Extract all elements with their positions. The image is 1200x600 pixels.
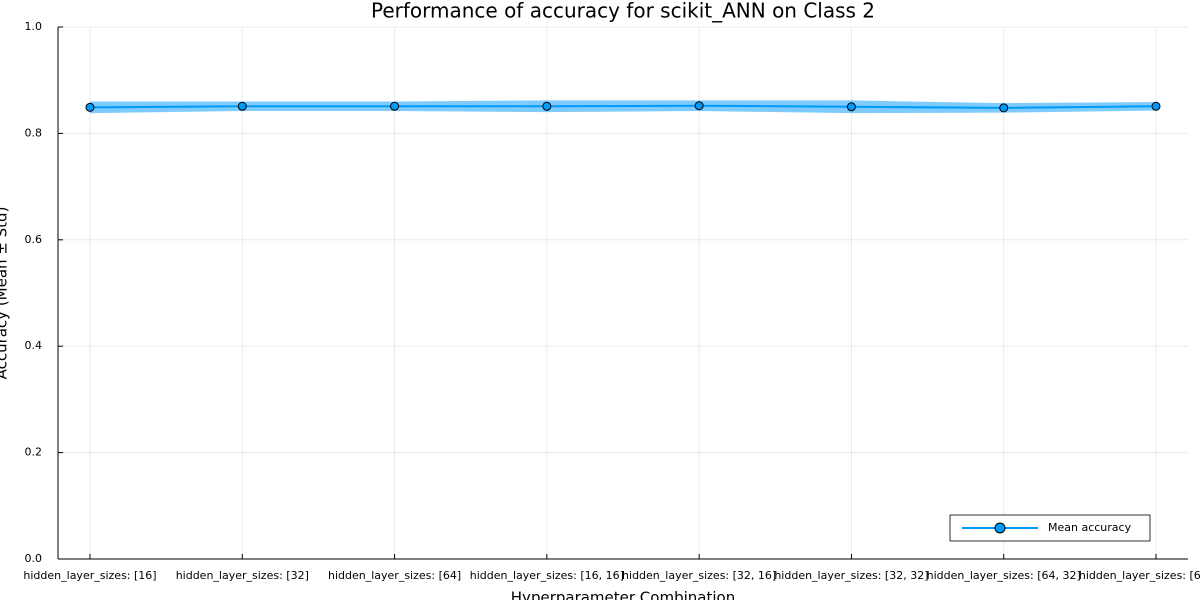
legend-label: Mean accuracy — [1048, 521, 1132, 534]
marker — [542, 101, 552, 111]
x-tick-label: hidden_layer_sizes: [32] — [176, 569, 309, 582]
y-tick-label: 0.0 — [25, 552, 43, 565]
x-axis-label: Hyperparameter Combination — [511, 589, 735, 600]
x-tick-label: hidden_layer_sizes: [16, 16] — [470, 569, 624, 582]
y-tick-label: 0.8 — [25, 126, 43, 139]
legend-marker — [994, 522, 1006, 534]
marker — [999, 103, 1009, 113]
x-tick-label: hidden_layer_sizes: [64, 32] — [927, 569, 1081, 582]
legend: Mean accuracy — [949, 514, 1151, 542]
y-tick-label: 0.6 — [25, 233, 43, 246]
y-axis-label: Accuracy (Mean ± Std) — [0, 207, 11, 380]
y-tick-label: 0.2 — [25, 446, 43, 459]
line — [89, 104, 1157, 109]
marker — [846, 102, 856, 112]
x-tick-label: hidden_layer_sizes: [16] — [23, 569, 156, 582]
x-tick-label: hidden_layer_sizes: [32, 32] — [774, 569, 928, 582]
y-tick-label: 1.0 — [25, 20, 43, 33]
x-tick-label: hidden_layer_sizes: [32, 16] — [622, 569, 776, 582]
marker — [1151, 101, 1161, 111]
marker — [237, 101, 247, 111]
y-tick-label: 0.4 — [25, 339, 43, 352]
x-tick-label: hidden_layer_sizes: [64] — [328, 569, 461, 582]
chart-title: Performance of accuracy for scikit_ANN o… — [371, 0, 875, 23]
marker — [85, 102, 95, 112]
marker — [694, 101, 704, 111]
marker — [390, 101, 400, 111]
x-tick-label: hidden_layer_sizes: [64, 64] — [1079, 569, 1200, 582]
